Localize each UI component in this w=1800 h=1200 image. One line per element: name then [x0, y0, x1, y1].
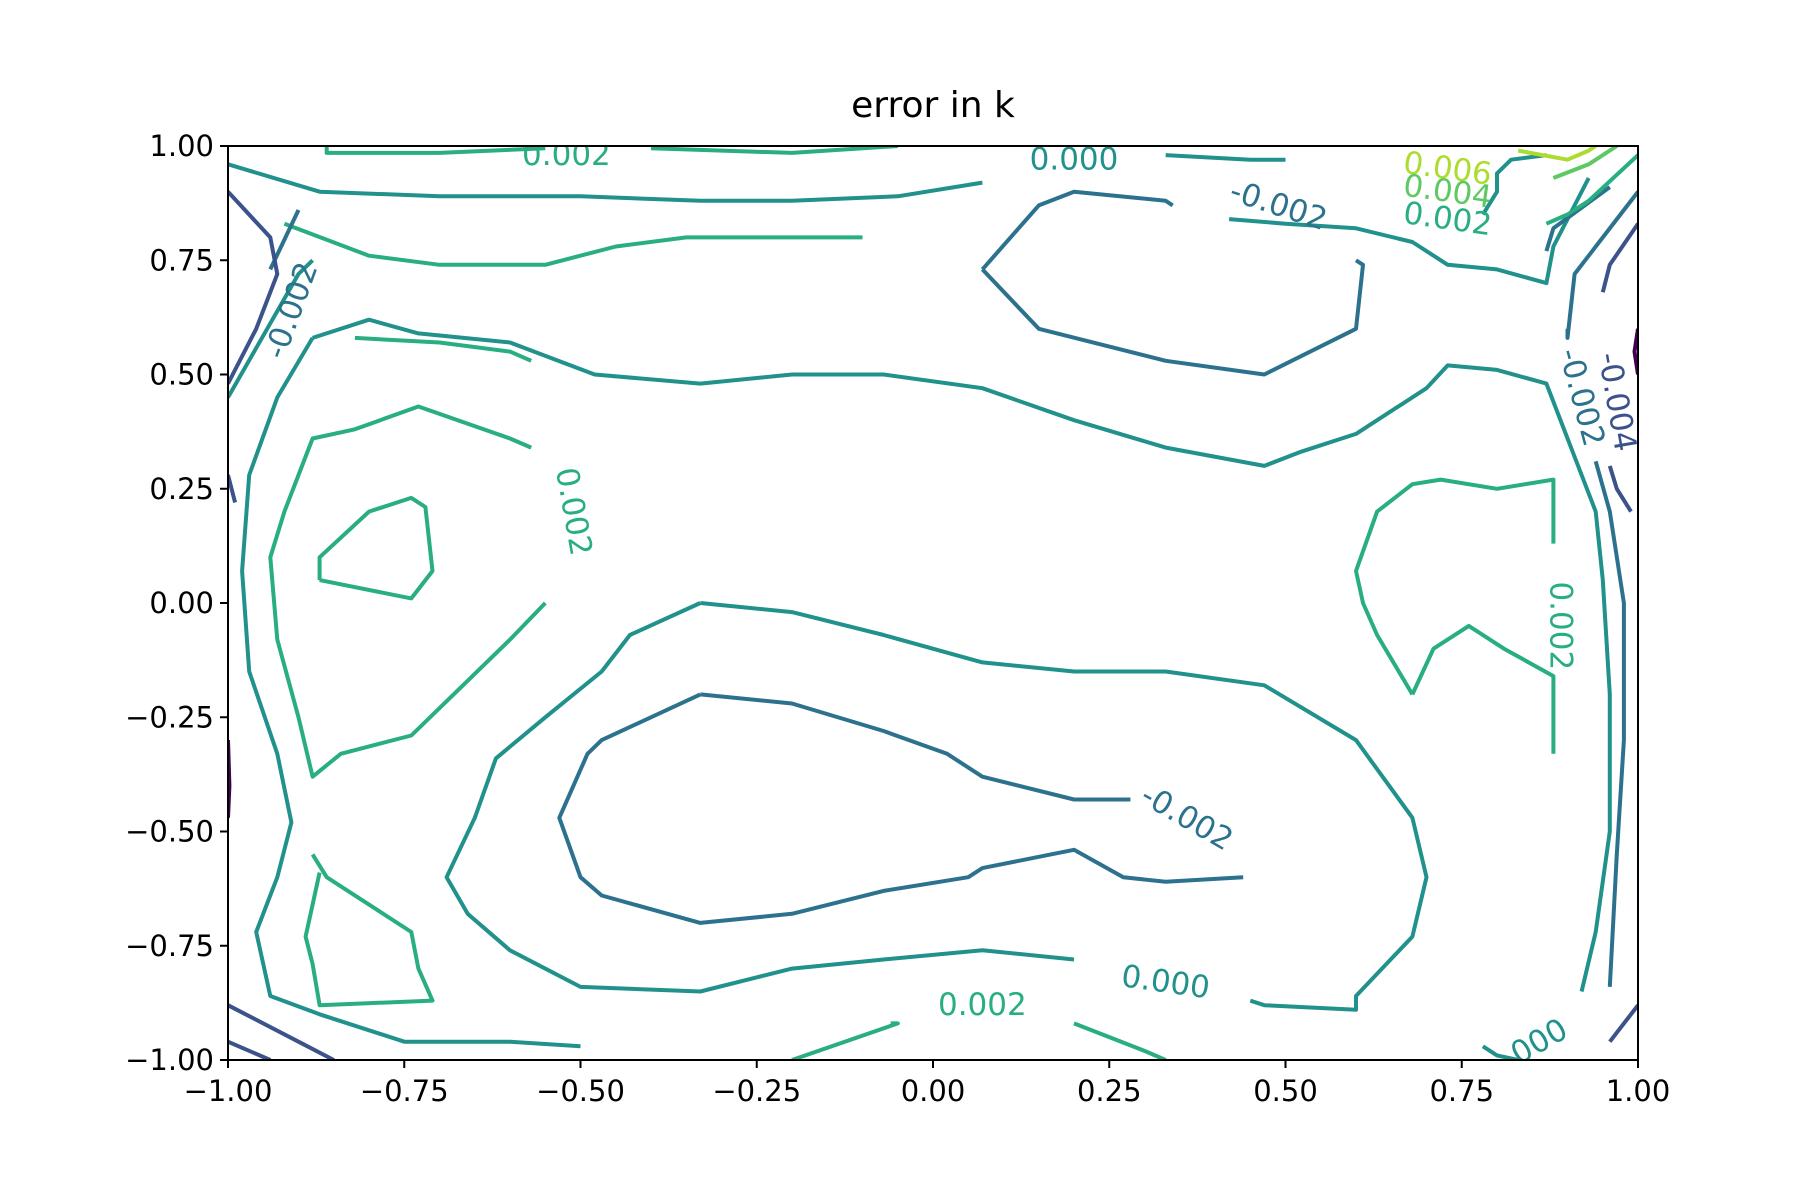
- contour-label-10: 0.002: [1542, 581, 1578, 670]
- contour-line-25: [557, 692, 1244, 925]
- contour-line-36: [1632, 328, 1638, 375]
- x-tick-label-4: 0.00: [901, 1074, 966, 1108]
- contour-line-0: [354, 335, 532, 363]
- contour-line-24: [700, 692, 1131, 802]
- contour-line-13: [228, 258, 314, 399]
- contour-label-2: -0.002: [1225, 173, 1331, 238]
- contour-label-0: 0.002: [522, 137, 611, 173]
- contour-line-31: [228, 1003, 335, 1060]
- contour-label-6: -0.002: [257, 257, 325, 363]
- x-axis: −1.00 −0.75 −0.50 −0.25 0.00 0.25 0.50 0.75 1.00: [184, 1060, 1671, 1108]
- contour-line-7: [324, 146, 546, 155]
- x-tick-label-6: 0.50: [1253, 1074, 1318, 1108]
- contour-line-4: [1410, 623, 1556, 754]
- contour-label-11: -0.002: [1135, 777, 1240, 858]
- contour-lines: [228, 146, 1638, 1060]
- contour-line-35: [1608, 1003, 1638, 1043]
- contour-label-7: 0.002: [548, 465, 599, 559]
- contour-line-40: [1545, 153, 1638, 226]
- y-axis: −1.00 −0.75 −0.50 −0.25 0.00 0.25 0.50 0.75 1.00: [125, 129, 228, 1077]
- contour-line-30: [228, 474, 238, 503]
- x-tick-label-1: −0.75: [360, 1074, 449, 1108]
- contour-line-38: [1552, 146, 1618, 180]
- contour-line-29: [228, 190, 280, 385]
- contour-line-23: [980, 189, 1174, 271]
- contour-line-19: [1228, 177, 1591, 286]
- contour-line-20: [1481, 1044, 1519, 1060]
- x-tick-label-5: 0.25: [1077, 1074, 1142, 1108]
- contour-label-14: 000: [1505, 1011, 1574, 1072]
- y-tick-label-6: 0.50: [149, 358, 214, 392]
- contour-line-18: [1481, 153, 1547, 216]
- x-tick-label-3: −0.25: [712, 1074, 801, 1108]
- contour-labels: 0.002 0.000-0.0020.0060.0040.002-0.0020.0…: [257, 137, 1638, 1072]
- contour-line-1: [268, 404, 547, 779]
- y-tick-label-2: −0.50: [125, 815, 214, 849]
- x-tick-label-0: −1.00: [184, 1074, 273, 1108]
- contour-line-2: [317, 495, 435, 601]
- y-tick-label-4: 0.00: [149, 586, 214, 620]
- contour-line-34: [1600, 222, 1638, 293]
- y-tick-label-7: 0.75: [149, 243, 214, 277]
- x-tick-label-2: −0.50: [536, 1074, 625, 1108]
- contour-line-32: [228, 1039, 272, 1060]
- chart-title: error in k: [851, 85, 1015, 126]
- contour-line-8: [650, 146, 898, 155]
- y-tick-label-8: 1.00: [149, 129, 214, 163]
- contour-line-33: [1607, 465, 1633, 513]
- contour-label-1: 0.000: [1030, 142, 1119, 178]
- y-tick-label-1: −0.75: [125, 929, 214, 963]
- contour-line-15: [311, 317, 1612, 992]
- y-tick-label-0: −1.00: [125, 1043, 214, 1077]
- contour-line-11: [228, 162, 983, 203]
- contour-line-16: [700, 601, 1429, 1012]
- contour-line-10: [1073, 1021, 1167, 1060]
- x-tick-label-7: 0.75: [1429, 1074, 1494, 1108]
- x-tick-label-8: 1.00: [1606, 1074, 1671, 1108]
- contour-label-12: 0.000: [1119, 958, 1212, 1006]
- contour-line-6: [283, 221, 863, 267]
- contour-label-13: 0.002: [938, 987, 1027, 1023]
- contour-line-5: [1354, 477, 1556, 696]
- contour-line-27: [1565, 190, 1638, 340]
- contour-line-39: [1517, 146, 1597, 162]
- contour-line-9: [791, 1021, 900, 1060]
- plot-frame: [227, 145, 1639, 1061]
- contour-line-22: [980, 258, 1365, 377]
- contour-line-17: [444, 601, 1075, 994]
- contour-line-14: [240, 336, 581, 1049]
- contour-line-26: [1593, 460, 1626, 988]
- y-tick-label-3: −0.25: [125, 700, 214, 734]
- contour-line-3: [303, 853, 435, 1008]
- y-tick-label-5: 0.25: [149, 472, 214, 506]
- contour-line-12: [1165, 153, 1286, 162]
